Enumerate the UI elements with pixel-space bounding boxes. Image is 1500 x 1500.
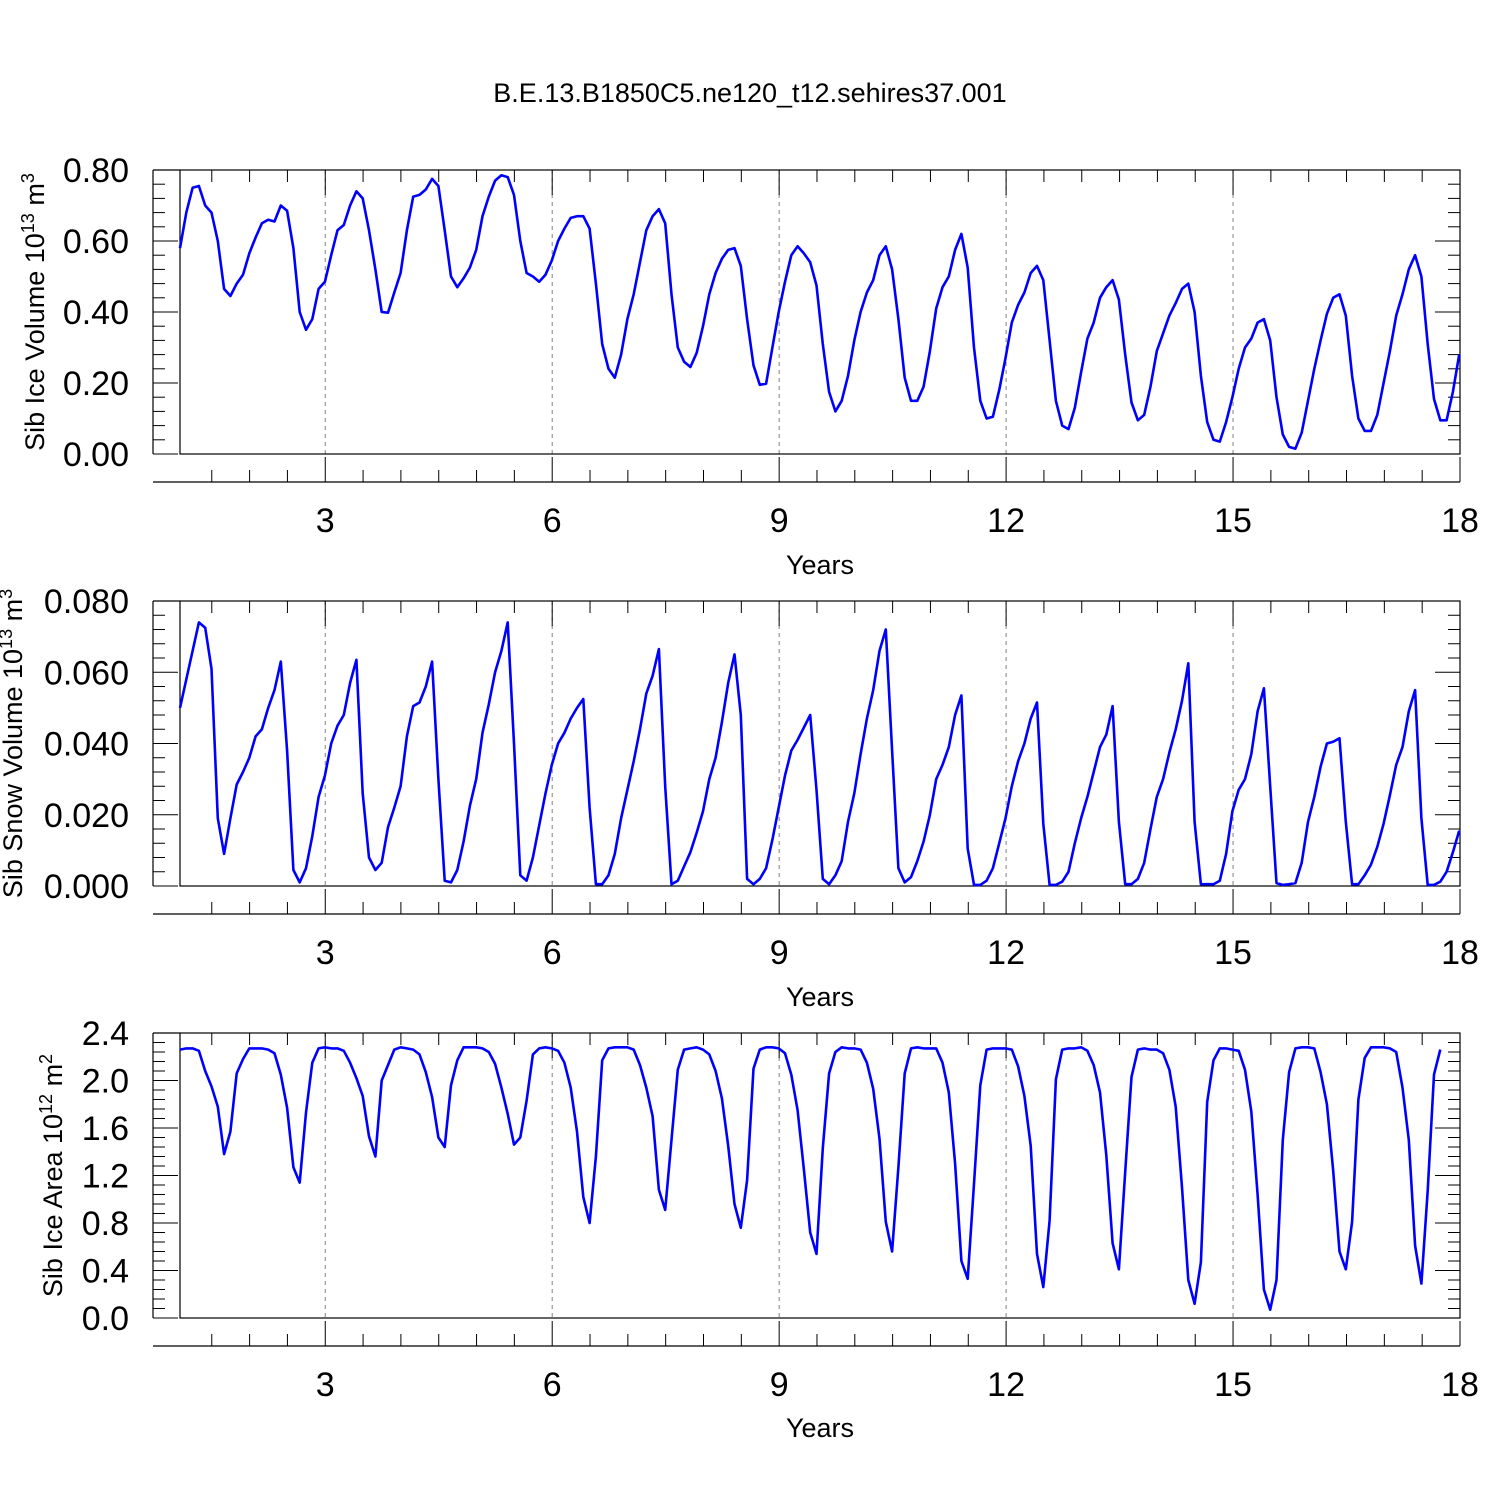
series-line — [178, 174, 1461, 450]
ice-area-panel: 3 6 9 12 15 18 0.0 0.4 0.8 1.2 1.6 2.0 2.4 Years Sib I… — [36, 1015, 1479, 1443]
x-tick-label: 12 — [987, 502, 1025, 540]
x-tick-label: 9 — [770, 934, 789, 972]
x-tick-label: 18 — [1441, 502, 1479, 540]
series-line — [178, 621, 1461, 887]
y-axis-label-part: Sib Ice Volume 10 — [20, 233, 50, 451]
y-tick-label: 2.0 — [82, 1063, 129, 1101]
x-tick-label: 6 — [543, 1366, 562, 1404]
y-tick-label: 1.6 — [82, 1110, 129, 1148]
y-axis-label-part: 3 — [18, 173, 38, 183]
x-tick-label: 12 — [987, 1366, 1025, 1404]
x-tick-label: 6 — [543, 934, 562, 972]
ice-volume-panel: 3 6 9 12 15 18 0.00 0.20 0.40 0.60 0.80 Years Sib Ic… — [18, 152, 1479, 580]
y-axis-label: Sib Ice Area 1012 m2 — [36, 1054, 68, 1297]
x-tick-label: 3 — [316, 934, 335, 972]
y-axis-label-part: Sib Snow Volume 10 — [0, 649, 28, 898]
snow-volume-panel: 3 6 9 12 15 18 0.000 0.020 0.040 0.060 0.080 Years S… — [0, 583, 1479, 1012]
y-tick-label: 0.00 — [63, 436, 129, 474]
y-tick-label: 0.020 — [44, 797, 129, 835]
x-tick-label: 15 — [1214, 934, 1252, 972]
x-tick-label: 15 — [1214, 1366, 1252, 1404]
y-tick-label: 0.20 — [63, 365, 129, 403]
y-tick-label: 0.080 — [44, 583, 129, 621]
x-tick-label: 15 — [1214, 502, 1252, 540]
y-tick-label: 0.000 — [44, 868, 129, 906]
x-axis-label: Years — [786, 550, 854, 580]
y-axis-label-part: m — [0, 599, 28, 629]
x-tick-label: 9 — [770, 1366, 789, 1404]
y-tick-label: 2.4 — [82, 1015, 129, 1053]
page-title: B.E.13.B1850C5.ne120_t12.sehires37.001 — [493, 78, 1007, 108]
y-axis-label: Sib Snow Volume 1013 m3 — [0, 589, 28, 898]
x-tick-label: 18 — [1441, 1366, 1479, 1404]
y-tick-label: 1.2 — [82, 1158, 129, 1196]
y-axis-label-part: 12 — [36, 1094, 56, 1114]
y-axis-label-part: 13 — [18, 213, 38, 233]
y-tick-label: 0.80 — [63, 152, 129, 190]
x-tick-label: 3 — [316, 502, 335, 540]
y-tick-label: 0.060 — [44, 654, 129, 692]
y-tick-label: 0.60 — [63, 223, 129, 261]
y-axis-label: Sib Ice Volume 1013 m3 — [18, 173, 50, 451]
y-axis-label-part: 3 — [0, 589, 16, 599]
y-axis-label-part: Sib Ice Area 10 — [38, 1114, 68, 1297]
y-tick-label: 0.0 — [82, 1300, 129, 1338]
y-tick-label: 0.040 — [44, 726, 129, 764]
y-axis-label-part: m — [38, 1064, 68, 1094]
x-tick-label: 6 — [543, 502, 562, 540]
y-axis-label-part: m — [20, 183, 50, 213]
x-tick-label: 12 — [987, 934, 1025, 972]
x-tick-label: 9 — [770, 502, 789, 540]
x-axis-label: Years — [786, 982, 854, 1012]
y-tick-label: 0.4 — [82, 1253, 129, 1291]
y-axis-label-part: 2 — [36, 1054, 56, 1064]
series-line — [179, 1046, 1442, 1311]
y-axis-label-part: 13 — [0, 629, 16, 649]
x-axis-label: Years — [786, 1413, 854, 1443]
y-tick-label: 0.40 — [63, 294, 129, 332]
x-tick-label: 18 — [1441, 934, 1479, 972]
x-tick-label: 3 — [316, 1366, 335, 1404]
y-tick-label: 0.8 — [82, 1205, 129, 1243]
